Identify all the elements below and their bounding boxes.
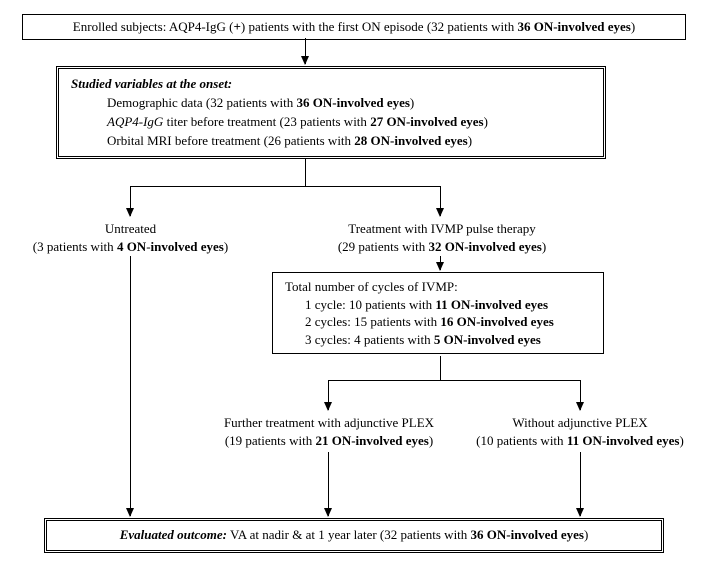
studied-demo: Demographic data (32 patients with 36 ON… (71, 94, 591, 113)
hline-split2 (328, 380, 580, 381)
cycles-3: 3 cycles: 4 patients with 5 ON-involved … (285, 331, 591, 349)
noplex-title: Without adjunctive PLEX (464, 414, 696, 432)
enrolled-text: Enrolled subjects: AQP4-IgG (+) patients… (73, 19, 635, 34)
arrow-to-treatment (440, 186, 441, 216)
treatment-block: Treatment with IVMP pulse therapy (29 pa… (312, 220, 572, 255)
treatment-detail: (29 patients with 32 ON-involved eyes) (312, 238, 572, 256)
untreated-block: Untreated (3 patients with 4 ON-involved… (18, 220, 243, 255)
arrow-1 (305, 38, 306, 64)
enrolled-box: Enrolled subjects: AQP4-IgG (+) patients… (22, 14, 686, 40)
outcome-text: Evaluated outcome: VA at nadir & at 1 ye… (120, 527, 589, 542)
cycles-2: 2 cycles: 15 patients with 16 ON-involve… (285, 313, 591, 331)
cycles-box: Total number of cycles of IVMP: 1 cycle:… (272, 272, 604, 354)
treatment-title: Treatment with IVMP pulse therapy (312, 220, 572, 238)
arrow-to-untreated (130, 186, 131, 216)
line-from-studied (305, 158, 306, 186)
cycles-title: Total number of cycles of IVMP: (285, 278, 591, 296)
plex-detail: (19 patients with 21 ON-involved eyes) (200, 432, 458, 450)
line-from-cycles (440, 356, 441, 380)
untreated-title: Untreated (18, 220, 243, 238)
plex-title: Further treatment with adjunctive PLEX (200, 414, 458, 432)
arrow-treatment-down (440, 256, 441, 270)
studied-box: Studied variables at the onset: Demograp… (56, 66, 606, 159)
outcome-box: Evaluated outcome: VA at nadir & at 1 ye… (44, 518, 664, 553)
cycles-1: 1 cycle: 10 patients with 11 ON-involved… (285, 296, 591, 314)
studied-mri: Orbital MRI before treatment (26 patient… (71, 132, 591, 151)
noplex-detail: (10 patients with 11 ON-involved eyes) (464, 432, 696, 450)
arrow-to-noplex (580, 380, 581, 410)
arrow-untreated-down (130, 256, 131, 516)
arrow-plex-down (328, 452, 329, 516)
hline-split1 (130, 186, 440, 187)
untreated-detail: (3 patients with 4 ON-involved eyes) (18, 238, 243, 256)
studied-aqp4: AQP4-IgG titer before treatment (23 pati… (71, 113, 591, 132)
noplex-block: Without adjunctive PLEX (10 patients wit… (464, 414, 696, 449)
arrow-to-plex (328, 380, 329, 410)
plex-block: Further treatment with adjunctive PLEX (… (200, 414, 458, 449)
arrow-noplex-down (580, 452, 581, 516)
studied-title: Studied variables at the onset: (71, 75, 591, 94)
